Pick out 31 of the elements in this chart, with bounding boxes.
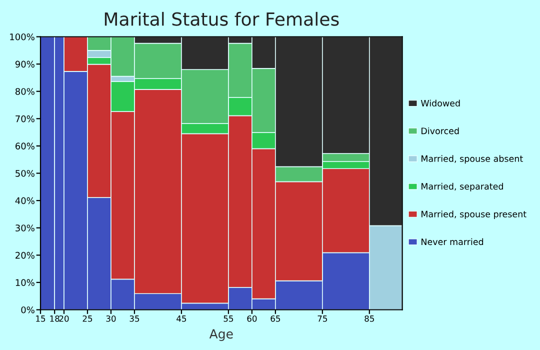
y-tick-label: 10% [16,279,34,286]
legend-label: Married, separated [422,182,503,192]
x-tick-label: 35 [130,315,140,322]
legend-label: Never married [422,238,484,246]
legend-label: Widowed [420,100,460,106]
legend-label: Married, spouse absent [422,155,523,164]
y-tick-label: 70% [16,115,34,122]
y-tick-label: 60% [16,142,34,150]
chart-title: Marital Status for Females [104,12,339,26]
legend-label: Divorced [422,127,459,134]
y-tick-label: 40% [15,197,34,204]
x-tick-label: 15 [36,316,46,322]
x-tick-label: 75 [318,316,327,322]
x-tick-label: 85 [364,315,374,322]
x-tick-label: 65 [270,315,280,322]
x-tick-label: 18 [50,315,60,322]
y-tick-label: 20% [16,252,34,259]
y-tick-label: 30% [16,224,34,232]
x-tick-label: 60 [247,315,257,322]
y-tick-label: 100% [10,33,34,40]
legend-label: Married, spouse present [422,210,526,220]
x-tick-label: 30 [106,315,116,322]
x-tick-label: 20 [59,315,69,322]
y-tick-label: 0% [21,306,34,314]
y-tick-label: 90% [15,60,34,68]
x-tick-label: 55 [224,316,234,322]
y-tick-label: 50% [16,170,34,177]
x-tick-label: 45 [176,316,186,322]
x-tick-label: 25 [82,315,92,322]
y-tick-label: 80% [15,88,34,95]
x-axis-title: Age [209,329,233,342]
